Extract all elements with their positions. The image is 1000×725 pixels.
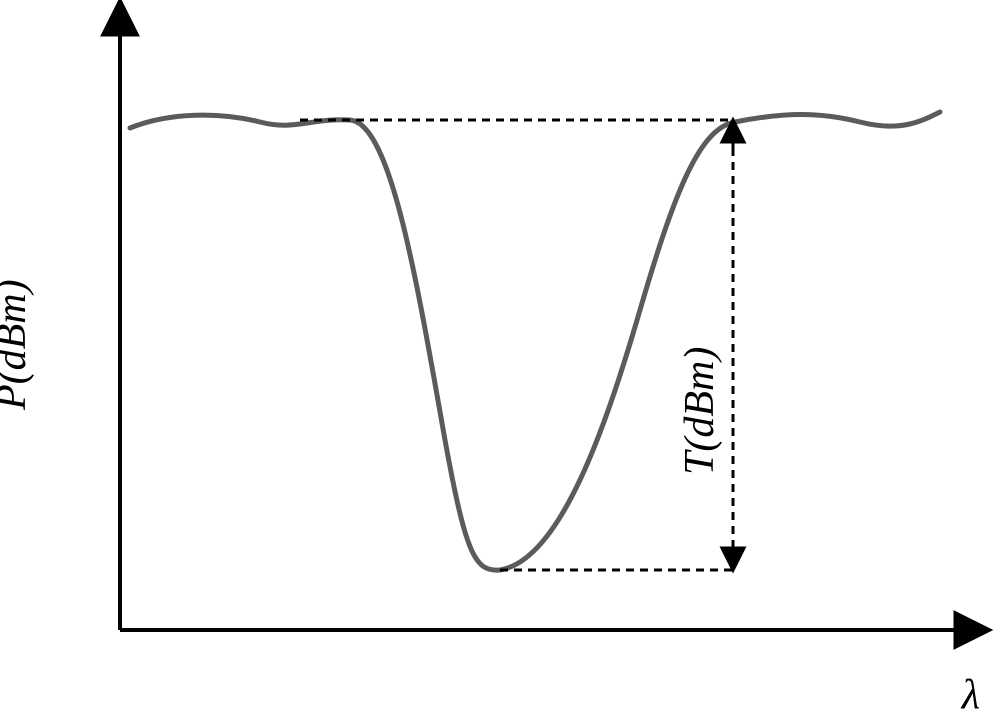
transmission-curve — [130, 112, 940, 570]
spectrum-plot — [0, 0, 1000, 725]
y-axis-label: P(dBm) — [0, 279, 36, 410]
y-axis-label-text: P(dBm) — [0, 279, 35, 410]
t-dimension-label-text: T(dBm) — [677, 347, 723, 475]
x-axis-label: λ — [962, 671, 980, 719]
x-axis-label-text: λ — [962, 672, 980, 718]
figure-root: P(dBm) λ T(dBm) — [0, 0, 1000, 725]
t-dimension-label: T(dBm) — [676, 347, 724, 475]
